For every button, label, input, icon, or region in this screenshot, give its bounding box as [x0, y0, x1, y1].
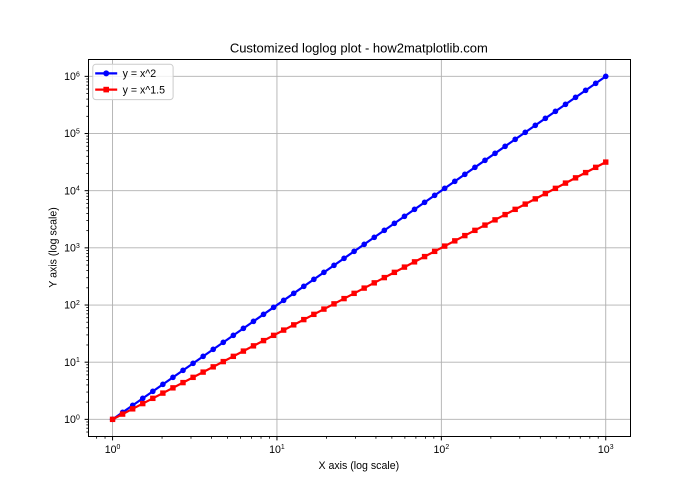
- svg-text:y = x^2: y = x^2: [123, 68, 157, 80]
- svg-text:X axis (log scale): X axis (log scale): [318, 460, 399, 472]
- svg-text:Y axis (log scale): Y axis (log scale): [48, 207, 60, 287]
- svg-text:y = x^1.5: y = x^1.5: [123, 84, 165, 96]
- svg-text:Customized loglog plot - how2m: Customized loglog plot - how2matplotlib.…: [230, 40, 488, 55]
